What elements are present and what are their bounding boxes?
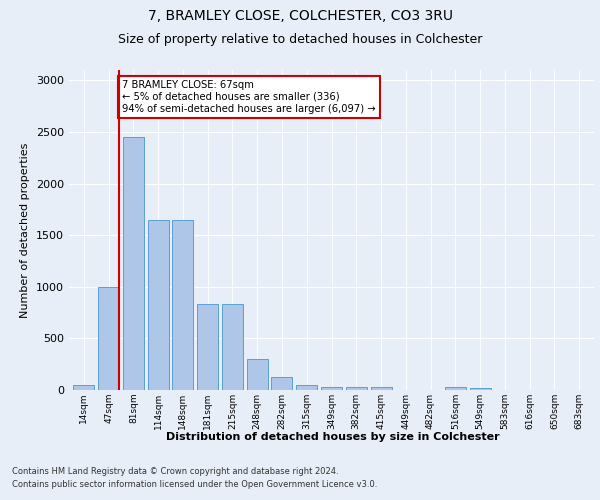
Text: Contains HM Land Registry data © Crown copyright and database right 2024.: Contains HM Land Registry data © Crown c…: [12, 468, 338, 476]
Bar: [73, 385, 94, 390]
Bar: [470, 388, 491, 390]
Bar: [172, 220, 193, 390]
Text: 7 BRAMLEY CLOSE: 67sqm
← 5% of detached houses are smaller (336)
94% of semi-det: 7 BRAMLEY CLOSE: 67sqm ← 5% of detached …: [122, 80, 376, 114]
Bar: [123, 137, 144, 390]
Y-axis label: Number of detached properties: Number of detached properties: [20, 142, 31, 318]
Bar: [247, 359, 268, 390]
Bar: [346, 387, 367, 390]
Text: Distribution of detached houses by size in Colchester: Distribution of detached houses by size …: [166, 432, 500, 442]
Bar: [222, 304, 243, 390]
Text: Size of property relative to detached houses in Colchester: Size of property relative to detached ho…: [118, 33, 482, 46]
Text: 7, BRAMLEY CLOSE, COLCHESTER, CO3 3RU: 7, BRAMLEY CLOSE, COLCHESTER, CO3 3RU: [148, 9, 452, 23]
Bar: [371, 388, 392, 390]
Bar: [197, 304, 218, 390]
Bar: [271, 376, 292, 390]
Bar: [148, 220, 169, 390]
Text: Contains public sector information licensed under the Open Government Licence v3: Contains public sector information licen…: [12, 480, 377, 489]
Bar: [445, 387, 466, 390]
Bar: [321, 387, 342, 390]
Bar: [98, 287, 119, 390]
Bar: [296, 386, 317, 390]
